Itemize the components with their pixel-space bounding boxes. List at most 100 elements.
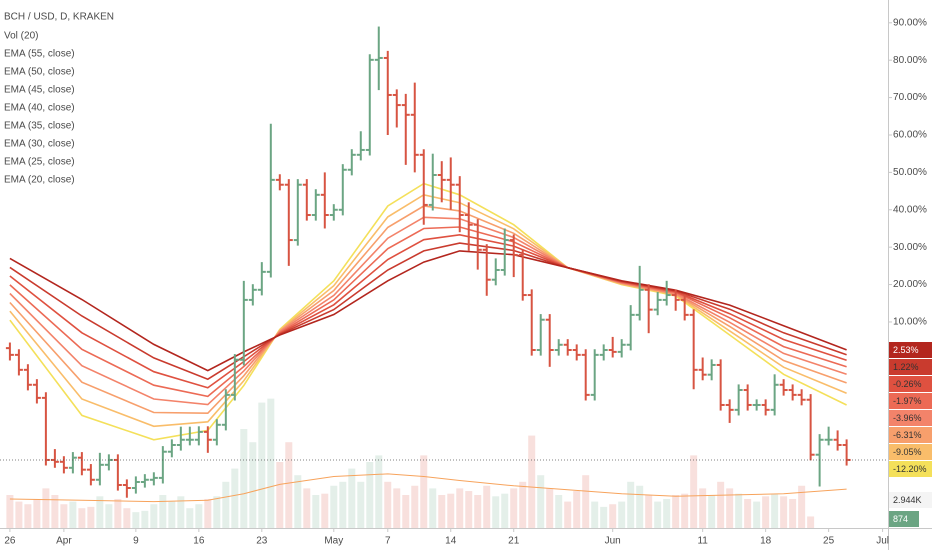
- ema-line: [9, 226, 847, 398]
- volume-bar: [591, 501, 599, 528]
- volume-bar: [618, 501, 626, 528]
- price-tag: [889, 393, 932, 409]
- volume-bar: [762, 496, 770, 528]
- price-tag-label: -12.20%: [893, 464, 927, 474]
- volume-bar: [231, 468, 239, 528]
- volume-bar: [159, 495, 167, 528]
- volume-bar: [663, 498, 671, 528]
- legend-entry: EMA (40, close): [4, 103, 75, 114]
- x-tick-label: 9: [133, 536, 139, 547]
- volume-bar: [105, 504, 113, 528]
- price-tag-label: -1.97%: [893, 396, 922, 406]
- volume-bar: [501, 493, 509, 528]
- y-tick-label: 70.00%: [893, 92, 927, 103]
- volume-bar: [33, 498, 41, 528]
- volume-bar: [132, 512, 140, 528]
- volume-bar: [600, 506, 608, 528]
- volume-bar: [654, 501, 662, 528]
- y-tick-label: 80.00%: [893, 55, 927, 66]
- volume-bar: [708, 495, 716, 528]
- ema-line: [9, 250, 847, 372]
- volume-bar: [582, 475, 590, 528]
- volume-bar: [87, 506, 95, 528]
- price-tag: [889, 427, 932, 443]
- volume-bar: [375, 455, 383, 528]
- volume-bar: [123, 508, 131, 528]
- x-tick-label: 11: [697, 536, 708, 547]
- price-tag: [889, 376, 932, 392]
- volume-bar: [492, 496, 500, 528]
- x-tick-label: 23: [256, 536, 268, 547]
- volume-bar: [735, 493, 743, 528]
- x-tick-label: 7: [385, 536, 391, 547]
- volume-bar: [456, 488, 464, 528]
- legend-entry: Vol (20): [4, 31, 38, 42]
- volume-ma-tag-label: 2.944K: [893, 495, 922, 505]
- volume-bar: [42, 488, 50, 528]
- price-tag-label: 1.22%: [893, 362, 919, 372]
- volume-bar: [312, 495, 320, 528]
- volume-bar: [627, 481, 635, 528]
- volume-bar: [438, 495, 446, 528]
- volume-bar: [411, 485, 419, 528]
- volume-bar: [483, 485, 491, 528]
- volume-bar: [807, 516, 815, 528]
- volume-bar: [789, 498, 797, 528]
- y-tick-label: 50.00%: [893, 167, 927, 178]
- volume-bar: [204, 498, 212, 528]
- volume-bar: [150, 504, 158, 528]
- volume-bar: [537, 475, 545, 528]
- legend-entry: EMA (45, close): [4, 85, 75, 96]
- volume-bar: [699, 488, 707, 528]
- legend-entry: EMA (25, close): [4, 157, 75, 168]
- volume-bar: [564, 501, 572, 528]
- volume-bar: [60, 504, 68, 528]
- x-tick-label: Apr: [56, 536, 72, 547]
- volume-bar: [51, 495, 59, 528]
- ema-line: [9, 242, 847, 381]
- volume-tag-label: 874: [893, 514, 908, 524]
- chart-title: BCH / USD, D, KRAKEN: [4, 12, 114, 23]
- volume-bar: [393, 488, 401, 528]
- x-tick-label: Jun: [605, 536, 621, 547]
- legend-entry: EMA (35, close): [4, 121, 75, 132]
- volume-bar: [141, 510, 149, 528]
- volume-bar: [420, 455, 428, 528]
- y-tick-label: 10.00%: [893, 317, 927, 328]
- volume-bar: [555, 495, 563, 528]
- volume-bar: [96, 496, 104, 528]
- x-tick-label: 26: [4, 536, 16, 547]
- volume-bar: [321, 493, 329, 528]
- volume-ma-tag: [889, 492, 932, 508]
- price-tag-label: -0.26%: [893, 379, 922, 389]
- x-tick-label: 18: [760, 536, 772, 547]
- x-tick-label: May: [324, 536, 343, 547]
- x-tick-label: Jul: [876, 536, 889, 547]
- volume-bar: [546, 488, 554, 528]
- volume-bar: [15, 501, 23, 528]
- volume-bar: [384, 481, 392, 528]
- volume-bar: [798, 485, 806, 528]
- volume-bar: [195, 504, 203, 528]
- volume-bar: [573, 491, 581, 528]
- volume-bar: [222, 481, 230, 528]
- volume-bar: [510, 488, 518, 528]
- price-tag: [889, 359, 932, 375]
- x-tick-label: 21: [508, 536, 520, 547]
- volume-bar: [465, 491, 473, 528]
- y-tick-label: 90.00%: [893, 17, 927, 28]
- volume-bar: [402, 495, 410, 528]
- volume-bar: [681, 493, 689, 528]
- volume-bar: [690, 455, 698, 528]
- y-tick-label: 20.00%: [893, 279, 927, 290]
- price-tag-label: -9.05%: [893, 447, 922, 457]
- volume-bar: [78, 508, 86, 528]
- price-tag-label: -6.31%: [893, 430, 922, 440]
- volume-bar: [474, 495, 482, 528]
- volume-bar: [294, 475, 302, 528]
- volume-bar: [69, 501, 77, 528]
- volume-bar: [645, 495, 653, 528]
- volume-bar: [519, 481, 527, 528]
